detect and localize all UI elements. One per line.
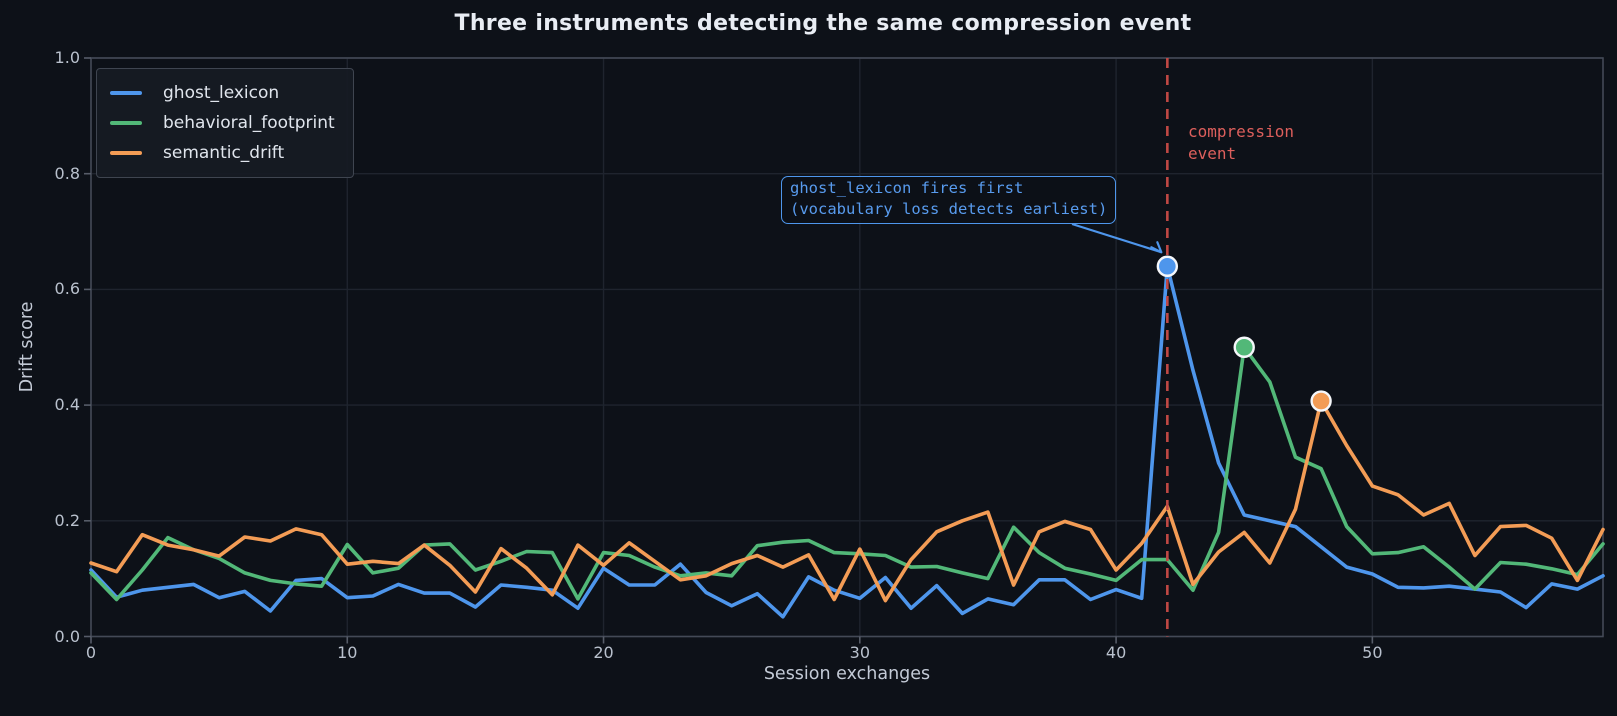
legend-label-semantic_drift: semantic_drift [163,143,285,163]
plot-frame [90,57,1604,638]
legend-label-behavioral_footprint: behavioral_footprint [163,113,335,133]
y-axis-label: Drift score [17,301,37,393]
series-line-behavioral_footprint [89,345,1605,602]
legend-swatch-semantic_drift [110,151,142,155]
annotation-arrowhead [1150,241,1163,254]
legend-swatch-ghost_lexicon [110,91,142,95]
series-line-semantic_drift [89,399,1605,603]
x-tick-label-30: 30 [849,643,870,662]
y-tick-label-1.0: 1.0 [54,48,80,67]
peak-marker-ghost_lexicon [1156,255,1179,277]
legend-item-behavioral_footprint: behavioral_footprint [110,108,335,138]
chart-title: Three instruments detecting the same com… [454,11,1192,36]
annotation-line-2: (vocabulary loss detects earliest) [790,200,1108,218]
y-tick-label-0.2: 0.2 [54,510,80,530]
y-tick-label-0.0: 0.0 [54,626,80,646]
x-tick-label-0: 0 [85,643,97,662]
annotation-callout: ghost_lexicon fires first (vocabulary lo… [781,176,1117,224]
peak-marker-semantic_drift [1310,390,1332,412]
legend-item-ghost_lexicon: ghost_lexicon [110,78,335,108]
annotation-arrow [1071,222,1162,254]
event-line-label: compression event [1188,122,1294,163]
peak-marker-behavioral_footprint [1233,336,1255,358]
y-tick-label-0.4: 0.4 [54,395,80,415]
x-tick-label-40: 40 [1105,643,1127,662]
x-tick-label-10: 10 [337,643,358,662]
y-tick-label-0.8: 0.8 [54,163,80,183]
x-tick-label-20: 20 [593,643,614,662]
legend-swatch-behavioral_footprint [110,121,142,125]
legend-label-ghost_lexicon: ghost_lexicon [163,83,280,103]
legend-item-semantic_drift: semantic_drift [110,138,335,168]
annotation-line-1: ghost_lexicon fires first [790,179,1024,197]
x-tick-label-50: 50 [1362,643,1383,662]
series-line-ghost_lexicon [89,264,1605,619]
x-axis-label: Session exchanges [763,664,931,684]
y-tick-label-0.6: 0.6 [54,279,80,299]
